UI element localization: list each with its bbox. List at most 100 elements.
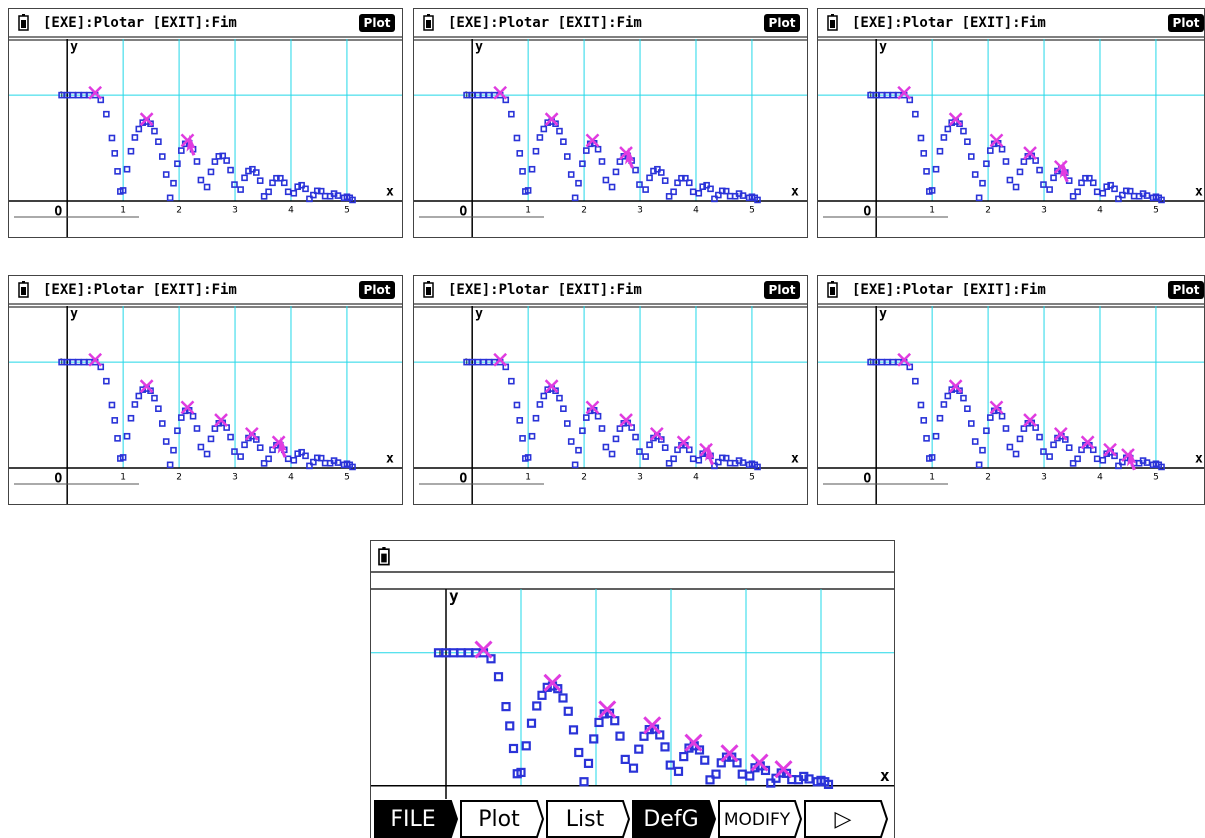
data-point [969,154,974,159]
data-point [132,402,137,407]
data-point [921,418,926,423]
data-point [565,154,570,159]
data-point [514,136,519,141]
data-point [659,170,664,175]
y-axis-label: y [70,40,78,55]
battery-level [21,287,26,295]
data-point [934,167,939,172]
data-point [746,773,753,780]
data-point [647,175,652,180]
data-point [557,396,562,401]
data-point [988,148,993,153]
data-point [179,415,184,420]
data-point [503,703,510,710]
data-point [164,439,169,444]
data-point [495,673,502,680]
data-point [242,175,247,180]
data-point [224,158,229,163]
data-point [152,396,157,401]
data-point [961,129,966,134]
data-point [691,189,696,194]
data-point [156,139,161,144]
data-point [517,151,522,156]
data-point [514,403,519,408]
badge: Plot [364,16,391,30]
data-point [510,745,517,752]
data-point [530,434,535,439]
data-point [977,195,982,200]
data-point [980,181,985,186]
data-point [212,159,217,164]
data-point [286,456,291,461]
data-point [557,129,562,134]
data-point [1095,456,1100,461]
data-point [109,136,114,141]
data-point [584,148,589,153]
battery-cap [22,14,25,16]
x-tick-label: 2 [581,473,587,483]
data-point [671,456,676,461]
data-point [335,460,340,465]
data-point [171,181,176,186]
data-point [112,151,117,156]
data-point [569,439,574,444]
data-point [941,402,946,407]
data-point [191,414,196,419]
data-point [570,726,577,733]
data-point [965,406,970,411]
menu-label[interactable]: ▷ [835,807,852,832]
menu-label[interactable]: DefG [643,807,698,832]
screen-display: [EXE]:Plotar [EXIT]:FimPlot123451yxO [414,9,808,238]
data-point [576,448,581,453]
battery-cap [427,281,430,283]
data-point [647,442,652,447]
badge: Plot [1173,16,1200,30]
data-point [104,112,109,117]
menu-label[interactable]: FILE [390,807,435,832]
data-point [541,394,546,399]
data-point [662,743,669,750]
battery-level [426,287,431,295]
data-point [1075,456,1080,461]
data-point [984,161,989,166]
data-point [663,445,668,450]
data-point [941,135,946,140]
data-point [1067,445,1072,450]
y-axis-label: y [879,40,887,55]
x-tick-label: 5 [344,473,350,483]
data-point [1000,414,1005,419]
data-point [1037,435,1042,440]
data-point [713,771,720,778]
x-tick-label: 3 [1041,206,1047,216]
page: [EXE]:Plotar [EXIT]:FimPlot123451yxO [EX… [0,0,1205,838]
x-tick-label: 4 [1097,473,1103,483]
data-point [663,178,668,183]
x-tick-label: 4 [693,473,699,483]
data-point [1100,458,1105,463]
data-point [520,169,525,174]
menu-label[interactable]: Plot [478,807,520,832]
menu-label[interactable]: MODIFY [724,810,791,830]
data-point [523,742,530,749]
data-point [258,178,263,183]
data-point [160,154,165,159]
data-point [696,458,701,463]
data-point [691,456,696,461]
data-point [1047,454,1052,459]
data-point [1021,159,1026,164]
data-point [335,193,340,198]
data-point [680,753,687,760]
data-point [533,149,538,154]
data-point [617,733,624,740]
menu-label[interactable]: List [566,807,605,832]
data-point [575,749,582,756]
data-point [1017,436,1022,441]
data-point [1051,442,1056,447]
data-point [1000,147,1005,152]
screen: [EXE]:Plotar [EXIT]:FimPlot123451yxO [8,275,403,505]
data-point [973,172,978,177]
status-title: [EXE]:Plotar [EXIT]:Fim [852,15,1046,31]
data-point [291,458,296,463]
x-tick-label: 1 [120,473,126,483]
